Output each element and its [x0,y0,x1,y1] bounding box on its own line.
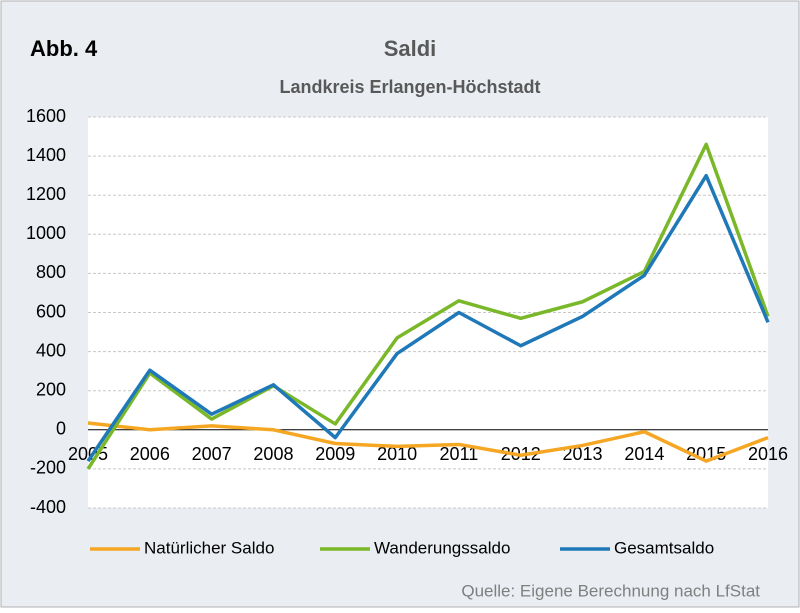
source-note: Quelle: Eigene Berechnung nach LfStat [461,581,760,600]
x-tick-label: 2007 [192,444,232,464]
x-tick-label: 2011 [440,444,479,464]
y-tick-label: 1000 [26,223,66,243]
y-tick-label: 400 [36,340,66,360]
line-series [86,173,770,463]
x-tick-label: 2006 [130,444,170,464]
chart-title: Saldi [384,36,437,61]
line-series [87,421,769,463]
y-tick-label: 1400 [26,145,66,165]
y-tick-label: 200 [36,379,66,399]
x-tick-label: 2010 [377,444,417,464]
y-tick-label: 1200 [26,184,66,204]
x-tick-label: 2016 [748,444,788,464]
legend-label: Natürlicher Saldo [144,538,274,557]
y-tick-label: 1600 [26,106,66,126]
y-tick-label: 600 [36,301,66,321]
legend-label: Wanderungssaldo [374,538,510,557]
y-tick-label: -200 [30,458,66,478]
chart-subtitle: Landkreis Erlangen-Höchstadt [279,77,540,97]
legend-label: Gesamtsaldo [614,538,714,557]
figure-label: Abb. 4 [30,36,98,61]
y-tick-label: 800 [36,262,66,282]
line-series [86,142,770,470]
y-tick-label: 0 [56,419,66,439]
y-tick-label: -400 [30,497,66,517]
x-tick-label: 2014 [624,444,664,464]
x-tick-label: 2009 [315,444,355,464]
x-tick-label: 2008 [253,444,293,464]
